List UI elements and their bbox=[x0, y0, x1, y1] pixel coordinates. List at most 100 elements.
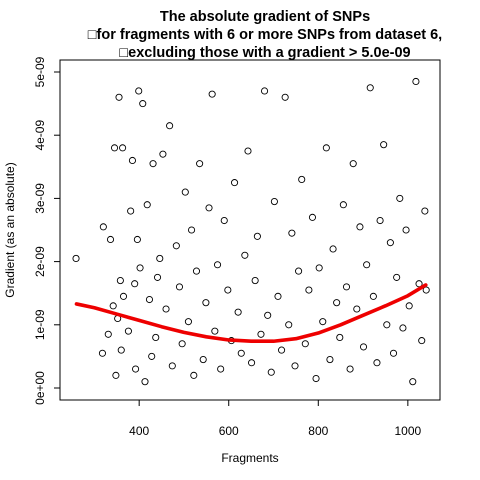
data-point bbox=[312, 374, 320, 383]
data-point bbox=[131, 280, 139, 288]
data-point bbox=[99, 223, 107, 231]
data-point bbox=[402, 226, 410, 234]
data-point bbox=[116, 277, 124, 285]
data-point bbox=[319, 318, 327, 326]
data-point bbox=[115, 93, 123, 101]
data-point bbox=[383, 321, 391, 329]
data-point bbox=[156, 254, 164, 262]
data-point bbox=[305, 286, 313, 294]
x-tick-label: 400 bbox=[129, 424, 149, 438]
data-point bbox=[415, 280, 423, 288]
data-point bbox=[421, 207, 429, 215]
y-tick-label: 4e-09 bbox=[33, 120, 47, 151]
data-point bbox=[301, 340, 309, 348]
data-point bbox=[159, 150, 167, 158]
data-point bbox=[106, 235, 115, 244]
data-point bbox=[422, 286, 430, 294]
data-point bbox=[112, 371, 120, 379]
data-point bbox=[241, 251, 249, 259]
data-point bbox=[213, 261, 222, 269]
data-point bbox=[202, 299, 210, 307]
x-tick-label: 1000 bbox=[394, 424, 421, 438]
data-point bbox=[281, 93, 289, 101]
data-point bbox=[172, 242, 180, 250]
points-layer bbox=[72, 77, 430, 386]
data-point bbox=[175, 283, 184, 291]
data-point bbox=[261, 87, 269, 95]
data-point bbox=[117, 346, 125, 354]
data-point bbox=[231, 179, 239, 187]
data-point bbox=[72, 254, 80, 262]
data-point bbox=[298, 175, 306, 183]
data-point bbox=[237, 349, 245, 357]
data-point bbox=[393, 273, 401, 281]
data-point bbox=[353, 305, 361, 313]
data-point bbox=[190, 371, 198, 379]
data-point bbox=[162, 305, 170, 313]
data-point bbox=[380, 141, 388, 149]
plot-frame bbox=[59, 59, 441, 401]
data-point bbox=[199, 356, 207, 364]
data-point bbox=[148, 352, 156, 360]
data-point bbox=[336, 333, 344, 341]
data-point bbox=[110, 144, 119, 152]
data-point bbox=[208, 90, 216, 98]
data-point bbox=[399, 324, 407, 332]
data-point bbox=[127, 207, 135, 215]
trend-line bbox=[74, 283, 428, 344]
data-point bbox=[356, 223, 364, 231]
data-point bbox=[295, 267, 303, 275]
data-point bbox=[333, 299, 341, 307]
chart-title-line-2: □for fragments with 6 or more SNPs from … bbox=[88, 27, 442, 43]
data-point bbox=[389, 349, 398, 357]
data-point bbox=[346, 365, 354, 373]
data-point bbox=[152, 333, 160, 341]
data-point bbox=[308, 213, 317, 221]
data-point bbox=[251, 277, 259, 285]
x-axis: 400 600 800 1000 bbox=[129, 399, 422, 438]
data-point bbox=[315, 264, 323, 272]
data-point bbox=[143, 201, 151, 209]
data-point bbox=[329, 245, 337, 253]
chart-title-line-3: □excluding those with a gradient > 5.0e-… bbox=[119, 45, 410, 61]
y-tick-label: 1e-09 bbox=[33, 309, 47, 340]
data-point bbox=[166, 122, 174, 130]
data-point bbox=[135, 87, 143, 95]
data-point bbox=[133, 235, 141, 244]
data-point bbox=[234, 308, 242, 316]
data-point bbox=[270, 198, 278, 206]
data-point bbox=[128, 156, 137, 165]
y-tick-label: 0e+00 bbox=[33, 371, 47, 405]
data-point bbox=[326, 356, 334, 364]
data-point bbox=[264, 311, 272, 319]
data-point bbox=[145, 295, 154, 304]
data-point bbox=[363, 261, 371, 269]
data-point bbox=[178, 340, 186, 348]
data-point bbox=[359, 343, 368, 351]
data-point bbox=[124, 327, 132, 335]
data-point bbox=[181, 188, 189, 196]
data-point bbox=[211, 327, 219, 335]
data-point bbox=[188, 226, 196, 234]
data-point bbox=[366, 84, 374, 92]
y-tick-label: 5e-09 bbox=[33, 56, 47, 87]
data-point bbox=[109, 302, 117, 310]
data-point bbox=[149, 160, 157, 168]
y-axis-label: Gradient (as an absolute) bbox=[3, 162, 17, 297]
data-point bbox=[184, 318, 192, 326]
data-point bbox=[192, 267, 201, 275]
data-point bbox=[396, 194, 404, 202]
data-point bbox=[257, 330, 265, 338]
data-point bbox=[386, 239, 394, 247]
data-point bbox=[244, 147, 252, 155]
data-point bbox=[136, 264, 144, 272]
x-tick-label: 800 bbox=[308, 424, 328, 438]
data-point bbox=[141, 378, 149, 386]
data-point bbox=[196, 160, 204, 168]
data-point bbox=[267, 368, 275, 376]
chart-title-line-1: The absolute gradient of SNPs bbox=[160, 9, 370, 25]
data-point bbox=[418, 337, 426, 345]
data-point bbox=[412, 77, 420, 86]
data-point bbox=[342, 283, 351, 291]
data-point bbox=[220, 216, 228, 225]
